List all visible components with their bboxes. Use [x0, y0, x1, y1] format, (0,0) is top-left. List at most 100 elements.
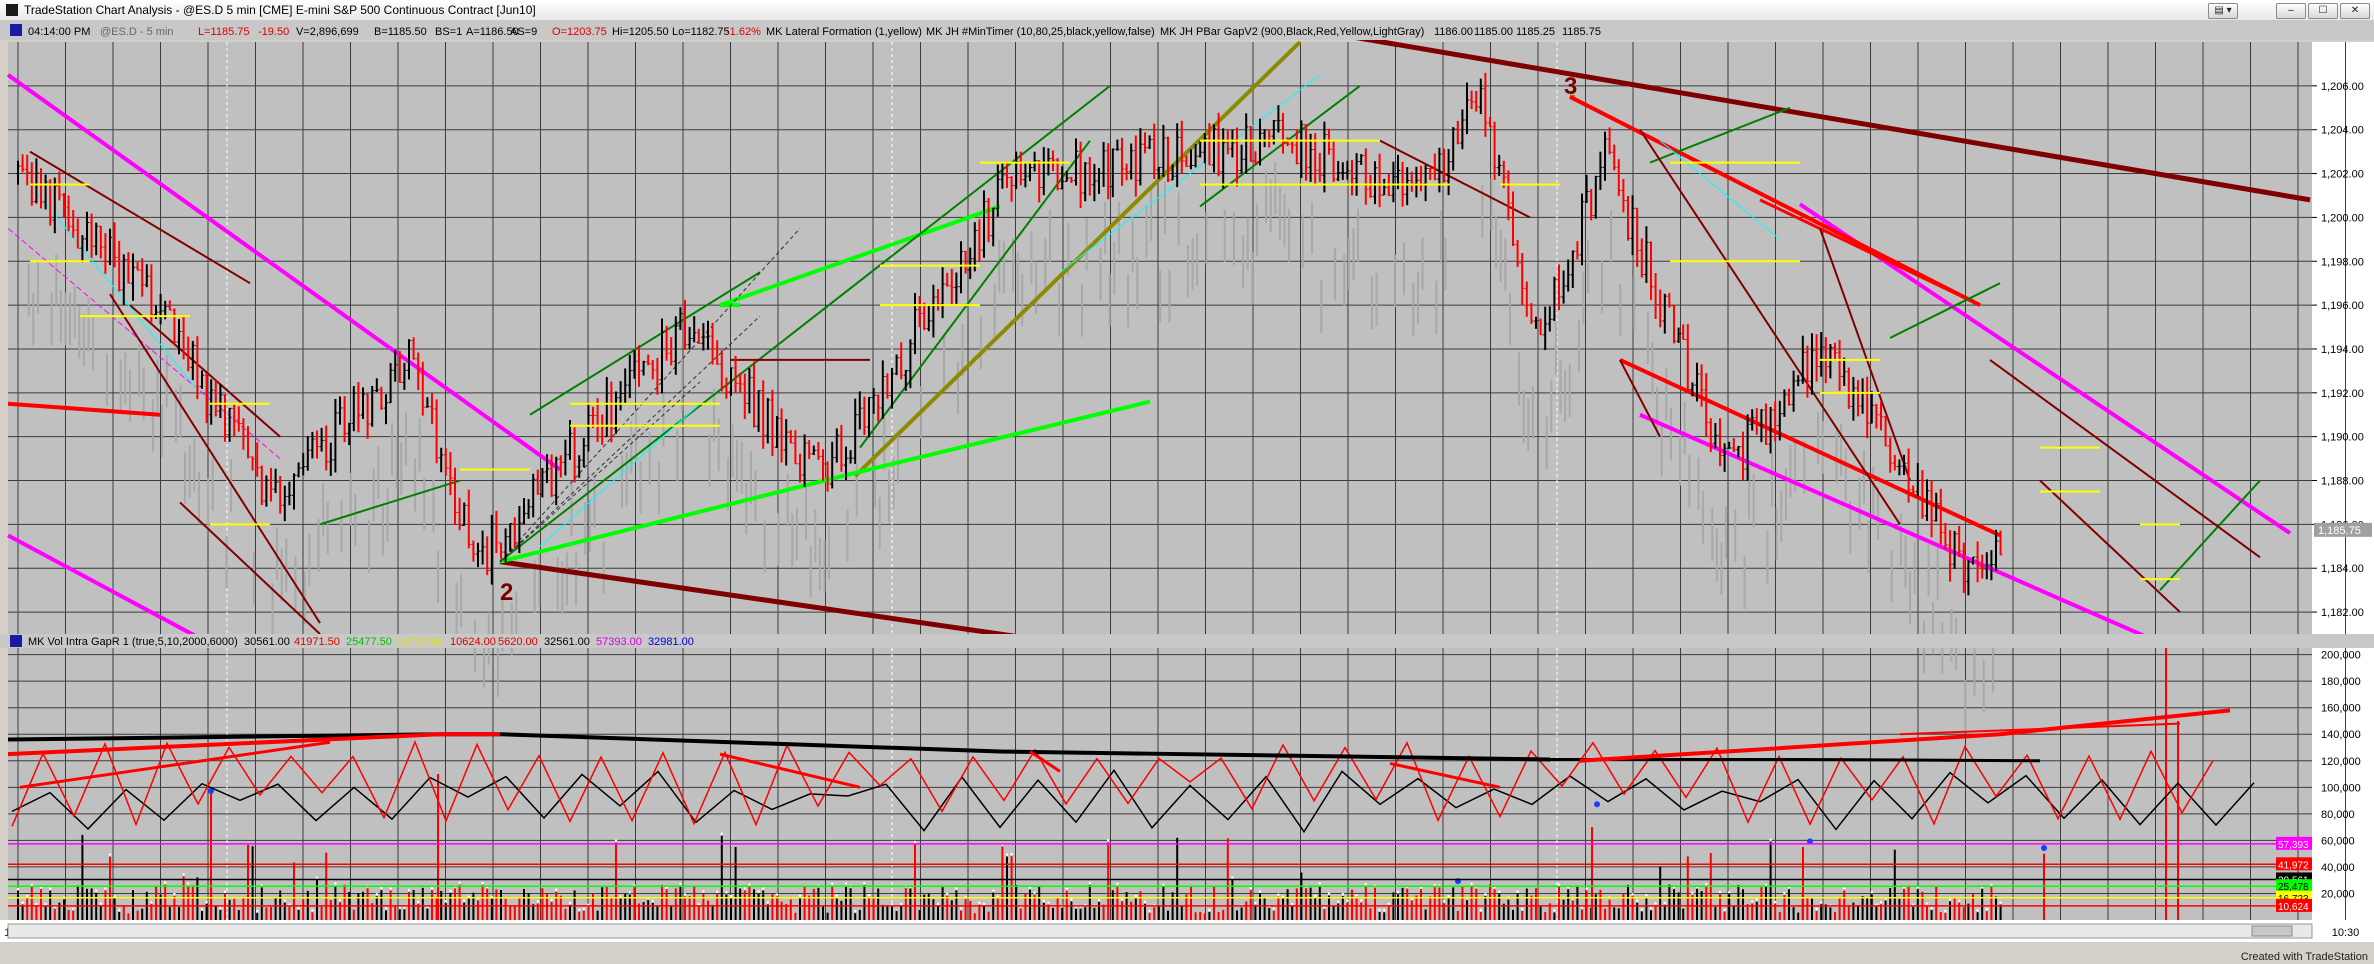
volume-dot — [1360, 899, 1363, 902]
volume-dot — [1585, 887, 1588, 890]
maroon-channel-line — [179, 501, 321, 635]
volume-dot — [463, 899, 466, 902]
volume-dot — [1314, 894, 1317, 898]
volume-dot — [1640, 908, 1644, 911]
lime-trendline — [719, 204, 1001, 307]
volume-dot — [913, 840, 917, 844]
volume-dot — [449, 889, 452, 893]
volume-envelope-red — [1579, 708, 2231, 763]
status-ask: A=1186.50 — [466, 26, 519, 38]
volume-dot — [1925, 902, 1929, 905]
green-channel-line — [499, 85, 1111, 563]
volume-dot — [173, 892, 176, 896]
volume-marker-dot — [1594, 801, 1600, 808]
maximize-button[interactable]: ☐ — [2308, 3, 2338, 19]
volume-dot — [1364, 882, 1368, 886]
volume-dot — [555, 888, 558, 891]
indicator-mintimer[interactable]: MK JH #MinTimer (10,80,25,black,yellow,f… — [926, 26, 1155, 38]
trendlines-front — [30, 139, 2180, 581]
volume-indicator-name[interactable]: MK Vol Intra GapR 1 (true,5,10,2000,6000… — [28, 636, 238, 648]
volume-dot — [384, 907, 388, 910]
volume-dot — [955, 887, 958, 890]
symbol-link-icon[interactable] — [10, 24, 22, 36]
volume-dot — [1470, 882, 1473, 886]
price-bars-layer — [16, 72, 2003, 596]
status-value-3: 1185.25 — [1516, 26, 1555, 38]
volume-dot — [1337, 900, 1340, 903]
price-tick-label: 1,190.00 — [2321, 432, 2364, 444]
maroon-channel-line — [1639, 129, 1901, 525]
status-bid: B=1185.50 — [374, 26, 427, 38]
status-percent: -1.62% — [726, 26, 761, 38]
volume-dot — [1231, 876, 1234, 879]
volume-dot — [1479, 908, 1483, 912]
title-bar[interactable]: TradeStation Chart Analysis - @ES.D 5 mi… — [0, 0, 2374, 21]
volume-dot — [164, 881, 167, 884]
volume-lines-layer — [7, 708, 2255, 834]
close-button[interactable]: ✕ — [2340, 3, 2370, 19]
volume-dot — [1631, 893, 1634, 896]
volume-envelope-red — [7, 732, 500, 757]
volume-status-1: 30561.00 — [244, 636, 290, 648]
layout-menu-button[interactable]: ▤ ▾ — [2208, 3, 2238, 19]
indicator-lateral-formation[interactable]: MK Lateral Formation (1,yellow) — [766, 26, 922, 38]
volume-dot — [1553, 909, 1556, 912]
volume-dot — [1249, 886, 1253, 890]
volume-dot — [1327, 892, 1331, 895]
volume-dot — [1976, 909, 1979, 912]
status-volume: V=2,896,699 — [296, 26, 359, 38]
volume-dot — [628, 891, 631, 894]
green-channel-line — [859, 140, 1091, 449]
green-channel-line — [529, 271, 761, 416]
volume-dot — [614, 839, 618, 842]
volume-dot — [398, 906, 401, 909]
volume-dot — [1277, 893, 1280, 896]
volume-value-box — [2276, 879, 2312, 893]
volume-tick-label: 80,000 — [2321, 809, 2355, 821]
volume-status-6: 5620.00 — [498, 636, 538, 648]
minimize-button[interactable]: – — [2276, 3, 2306, 19]
volume-dot — [1820, 901, 1823, 904]
red-trendline — [1759, 198, 1981, 307]
volume-dot — [200, 907, 204, 911]
volume-dot — [104, 887, 107, 890]
status-time: 04:14:00 PM — [28, 26, 90, 38]
volume-value-label: 10,624 — [2278, 902, 2309, 913]
green-channel-line — [2159, 479, 2261, 591]
volume-dot — [1769, 838, 1772, 842]
volume-dot — [536, 900, 539, 903]
volume-zigzag-red — [11, 739, 2214, 827]
indicator-link-icon[interactable] — [10, 635, 22, 647]
volume-dot — [1254, 901, 1257, 905]
volume-dot — [375, 893, 378, 896]
volume-dot — [1143, 900, 1147, 904]
volume-dot — [582, 907, 585, 910]
volume-dot — [1654, 902, 1657, 905]
volume-dot — [1065, 887, 1069, 890]
volume-dot — [311, 909, 314, 912]
indicator-pbar-gap[interactable]: MK JH PBar GapV2 (900,Black,Red,Yellow,L… — [1160, 26, 1424, 38]
scrollbar-thumb[interactable] — [2251, 925, 2293, 937]
volume-dot — [578, 908, 581, 911]
red-trendline — [1569, 95, 1981, 307]
volume-dot — [1999, 901, 2002, 904]
status-value-4: 1185.75 — [1562, 26, 1601, 38]
volume-pane[interactable] — [8, 648, 2312, 920]
volume-dot — [683, 893, 687, 896]
volume-marker-dot — [208, 787, 214, 794]
magenta-trendline — [7, 533, 201, 641]
maroon-channel-line — [29, 150, 251, 285]
volume-status-9: 32981.00 — [648, 636, 694, 648]
chart-svg[interactable]: 1,182.001,184.001,186.001,188.001,190.00… — [0, 20, 2374, 964]
volume-tick-label: 100,000 — [2321, 782, 2361, 794]
price-pane[interactable] — [8, 42, 2312, 634]
volume-dot — [550, 898, 553, 902]
volume-dot — [1580, 906, 1584, 909]
maroon-channel-line — [1819, 228, 1911, 481]
volume-tick-label: 60,000 — [2321, 835, 2355, 847]
volume-dot — [118, 908, 121, 912]
horizontal-scrollbar[interactable] — [7, 923, 2313, 939]
volume-dot — [1663, 901, 1667, 905]
volume-dot — [1521, 907, 1524, 911]
volume-dot — [1691, 891, 1694, 895]
